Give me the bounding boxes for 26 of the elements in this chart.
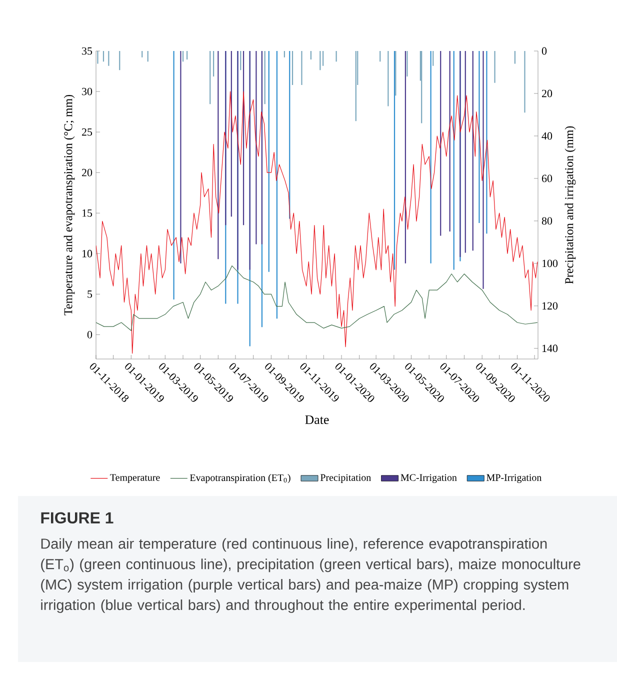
y2-tick-label: 140: [542, 344, 558, 352]
legend-label: MP-Irrigation: [486, 474, 542, 483]
legend-label: Evapotranspiration (ET$_{0}$): [190, 474, 290, 484]
y2-tick-label: 0: [542, 47, 547, 55]
y-tick-label: 10: [82, 250, 92, 258]
y-tick-label: 25: [82, 128, 92, 136]
y2-tick-label: 120: [542, 302, 558, 310]
legend-label: Temperature: [110, 474, 160, 483]
legend-label: Precipitation: [320, 474, 371, 483]
y-tick-label: 0: [87, 330, 92, 338]
y2-tick-label: 40: [542, 132, 552, 140]
y-tick-label: 30: [82, 88, 92, 96]
x-axis-title: Date: [305, 415, 329, 424]
y-tick-label: 5: [88, 290, 92, 298]
y-tick-label: 20: [82, 168, 92, 176]
y2-axis-title: Precipitation and irrigation (mm): [564, 126, 576, 284]
y2-tick-label: 100: [542, 260, 558, 268]
y-tick-label: 15: [82, 209, 92, 217]
y2-tick-label: 80: [542, 217, 552, 225]
text: Daily mean air temperature (red continuous line), reference evapotranspiration (ET$_{o}$) (green continuous line), precipitation (green vertical bars), maize monoculture (MC) system irrigation (purple vertical bars) and pea-maize (MP) cropping system irrigation (blue vertical bars) and throughout the entire experimental period.: [41, 538, 580, 613]
caption: FIGURE 1: [41, 512, 114, 524]
legend-label: MC-Irrigation: [400, 474, 457, 483]
y2-tick-label: 20: [542, 90, 552, 98]
y2-tick-label: 60: [542, 174, 552, 182]
y-axis-title: Temperature and evapotranspiration (°C; mm): [64, 94, 75, 316]
y-tick-label: 35: [82, 47, 92, 55]
